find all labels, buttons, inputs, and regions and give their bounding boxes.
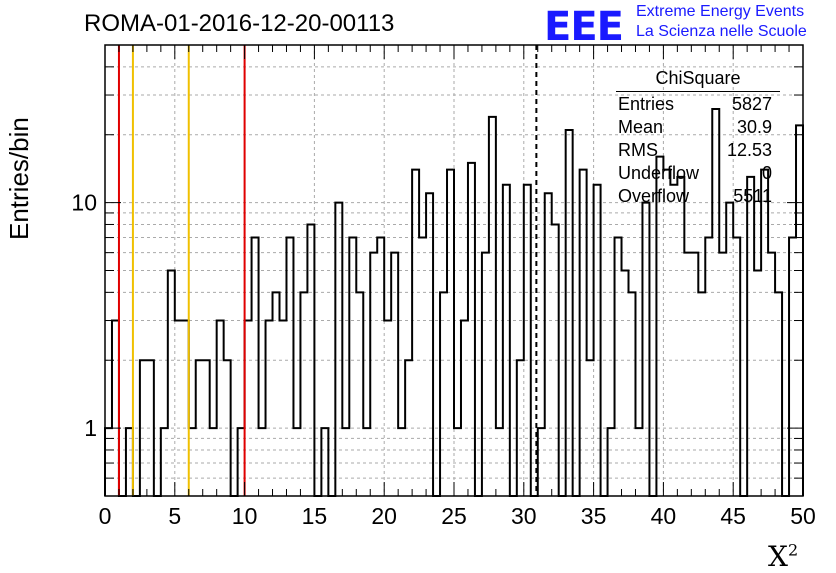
histogram-bin xyxy=(580,170,587,496)
histogram-outline xyxy=(104,108,804,497)
eee-logo: EEE xyxy=(544,4,624,50)
histogram-bin xyxy=(482,253,489,496)
histogram-bin xyxy=(461,321,468,496)
stats-row-mean: Mean 30.9 xyxy=(612,116,780,139)
stats-box: ChiSquare Entries 5827 Mean 30.9 RMS 12.53 Und… xyxy=(612,68,780,208)
histogram-bin xyxy=(266,321,273,496)
stats-label: Overflow xyxy=(618,186,690,206)
stats-value: 30.9 xyxy=(736,117,772,137)
histogram-bin xyxy=(761,170,768,496)
stats-row-entries: Entries 5827 xyxy=(612,93,780,116)
histogram-bin xyxy=(629,292,636,496)
stats-label: Entries xyxy=(618,94,675,114)
logo-line-2: La Scienza nelle Scuole xyxy=(636,23,807,40)
x-axis-label-base: X xyxy=(768,540,788,573)
x-tick-label: 35 xyxy=(581,503,607,529)
x-tick-label: 20 xyxy=(371,503,397,529)
histogram-bin xyxy=(775,292,782,496)
histogram-bin xyxy=(349,238,356,496)
histogram-bin xyxy=(440,292,447,496)
stats-row-rms: RMS 12.53 xyxy=(612,139,780,162)
histogram-bin xyxy=(447,170,454,496)
stats-row-overflow: Overflow 5511 xyxy=(612,185,780,208)
x-tick-label: 45 xyxy=(720,503,746,529)
histogram-bin xyxy=(684,253,691,496)
histogram-bin xyxy=(217,321,224,496)
histogram-bin xyxy=(615,238,622,496)
histogram-bin xyxy=(663,170,670,496)
histogram-bin xyxy=(377,238,384,496)
histogram-bin xyxy=(182,321,189,496)
x-axis-label: X2 xyxy=(768,540,798,573)
histogram-bin xyxy=(545,193,552,496)
histogram-bin xyxy=(733,238,740,496)
stats-label: RMS xyxy=(618,140,658,160)
histogram-bin xyxy=(489,117,496,496)
histogram-bin xyxy=(426,193,433,496)
y-tick-label: 10 xyxy=(71,190,97,216)
histogram-bin xyxy=(754,271,761,497)
x-tick-label: 15 xyxy=(302,503,328,529)
histogram-bin xyxy=(112,321,119,496)
stats-value: 5827 xyxy=(731,94,772,114)
logo-line-1: Extreme Energy Events xyxy=(636,3,805,20)
histogram-bin xyxy=(670,185,677,496)
x-axis-label-superscript: 2 xyxy=(787,540,799,560)
histogram-bin xyxy=(642,203,649,496)
histogram-bin xyxy=(252,238,259,496)
x-tick-label: 25 xyxy=(441,503,467,529)
histogram-bin xyxy=(335,203,342,496)
histogram-bin xyxy=(594,185,601,496)
histogram-bin xyxy=(524,185,531,496)
stats-label: Mean xyxy=(618,117,664,137)
histogram-bin xyxy=(245,321,252,496)
histogram-bin xyxy=(789,238,796,496)
x-tick-label: 5 xyxy=(168,503,181,529)
stats-value: 0 xyxy=(761,163,772,183)
histogram-bin xyxy=(726,203,733,496)
histogram-bin xyxy=(384,321,391,496)
histogram-bin xyxy=(175,321,182,496)
histogram-bin xyxy=(796,125,803,496)
histogram-bin xyxy=(698,292,705,496)
histogram-bin xyxy=(768,253,775,496)
histogram-bin xyxy=(412,170,419,496)
histogram-bin xyxy=(503,185,510,496)
x-tick-label: 30 xyxy=(511,503,537,529)
stats-value: 5511 xyxy=(733,186,772,206)
stats-title: ChiSquare xyxy=(616,68,780,92)
histogram-bin xyxy=(280,321,287,496)
stats-row-underflow: Underflow 0 xyxy=(612,162,780,185)
histogram-bin xyxy=(168,271,175,497)
histogram-bin xyxy=(370,253,377,496)
histogram-bin xyxy=(566,130,573,496)
y-tick-label: 1 xyxy=(84,415,97,441)
histogram-bin xyxy=(391,253,398,496)
x-tick-label: 10 xyxy=(232,503,258,529)
histogram-bin xyxy=(286,238,293,496)
x-tick-label: 40 xyxy=(651,503,677,529)
histogram-bin xyxy=(705,238,712,496)
stats-value: 12.53 xyxy=(726,140,772,160)
histogram-bin xyxy=(419,238,426,496)
x-tick-label: 50 xyxy=(790,503,816,529)
histogram-bin xyxy=(356,292,363,496)
histogram-bin xyxy=(719,253,726,496)
stats-label: Underflow xyxy=(618,163,700,183)
histogram-bin xyxy=(622,271,629,497)
x-tick-label: 0 xyxy=(99,503,112,529)
plot-title: ROMA-01-2016-12-20-00113 xyxy=(84,10,395,37)
histogram-bin xyxy=(300,292,307,496)
histogram-bin xyxy=(691,253,698,496)
histogram-bin xyxy=(273,292,280,496)
